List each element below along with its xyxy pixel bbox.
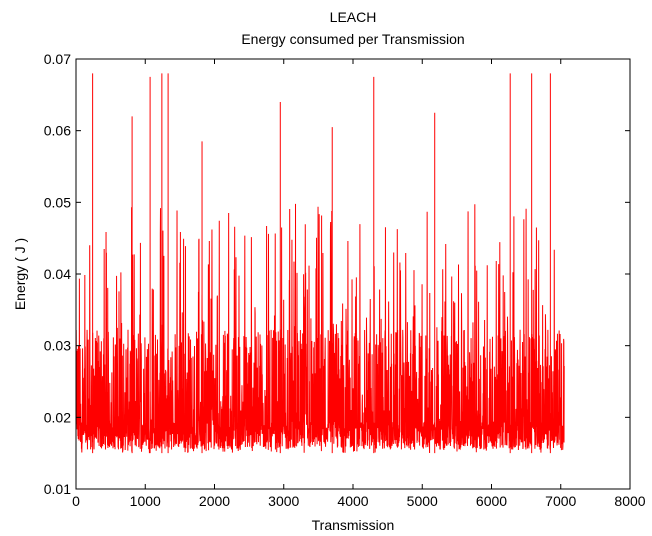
y-tick-label: 0.02 [44, 409, 71, 425]
x-tick-label: 0 [72, 493, 80, 509]
y-axis-ticks: 0.01 0.02 0.03 0.04 0.05 0.06 0.07 [44, 51, 630, 497]
series-layer [75, 73, 565, 454]
x-tick-label: 4000 [337, 493, 368, 509]
x-tick-label: 5000 [407, 493, 438, 509]
y-tick-label: 0.03 [44, 338, 71, 354]
y-axis-label: Energy ( J ) [12, 238, 28, 310]
chart-title: LEACH [330, 9, 377, 25]
chart-subtitle: Energy consumed per Transmission [241, 31, 464, 47]
x-tick-label: 1000 [130, 493, 161, 509]
y-tick-label: 0.04 [44, 266, 71, 282]
x-tick-label: 2000 [199, 493, 230, 509]
x-tick-label: 3000 [268, 493, 299, 509]
x-tick-label: 6000 [476, 493, 507, 509]
series-line [75, 203, 565, 454]
x-axis-label: Transmission [312, 517, 395, 533]
y-tick-label: 0.01 [44, 481, 71, 497]
y-tick-label: 0.05 [44, 194, 71, 210]
y-tick-label: 0.06 [44, 123, 71, 139]
x-tick-label: 7000 [545, 493, 576, 509]
x-axis-ticks: 0 1000 2000 3000 4000 5000 6000 7000 8000 [72, 59, 646, 509]
x-tick-label: 8000 [614, 493, 645, 509]
y-tick-label: 0.07 [44, 51, 71, 67]
